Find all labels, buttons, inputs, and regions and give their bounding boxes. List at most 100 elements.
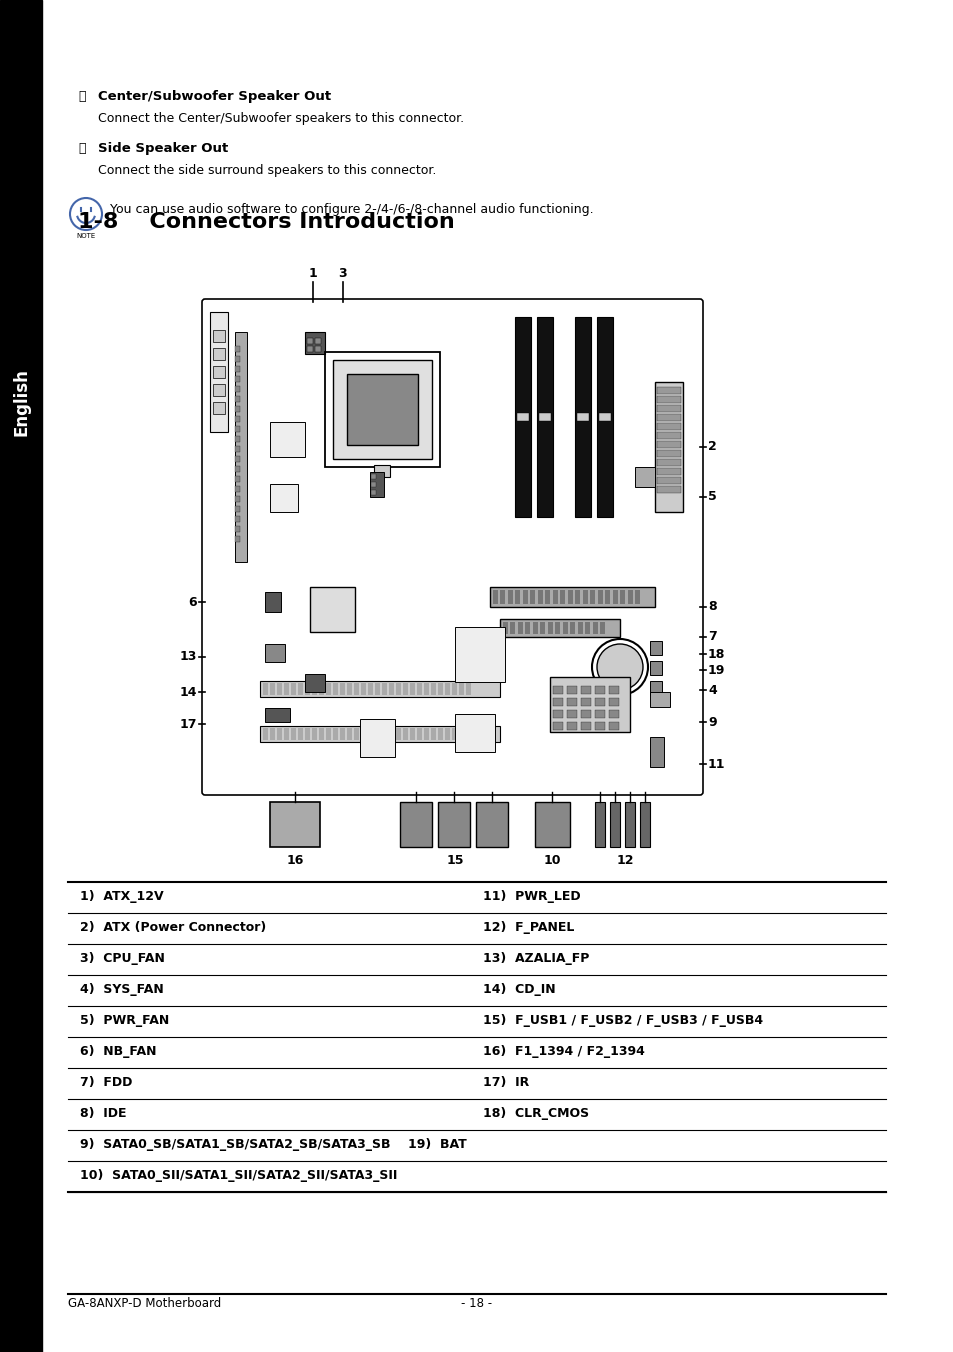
Bar: [371, 475, 375, 479]
Bar: [326, 727, 331, 740]
Bar: [305, 727, 310, 740]
Bar: [553, 698, 562, 706]
Bar: [234, 435, 240, 442]
Bar: [545, 589, 550, 604]
Text: 14: 14: [179, 685, 196, 699]
Text: 16)  F1_1394 / F2_1394: 16) F1_1394 / F2_1394: [482, 1045, 644, 1059]
Bar: [560, 589, 565, 604]
Bar: [360, 727, 366, 740]
Bar: [580, 710, 590, 718]
Bar: [368, 683, 373, 695]
Bar: [395, 727, 400, 740]
Bar: [624, 802, 635, 846]
Bar: [234, 416, 240, 422]
Text: 9)  SATA0_SB/SATA1_SB/SATA2_SB/SATA3_SB    19)  BAT: 9) SATA0_SB/SATA1_SB/SATA2_SB/SATA3_SB 1…: [80, 1138, 466, 1152]
Bar: [537, 589, 542, 604]
Bar: [562, 622, 567, 634]
Bar: [234, 333, 247, 562]
Text: 4: 4: [707, 684, 716, 696]
Bar: [502, 622, 507, 634]
Bar: [305, 683, 310, 695]
Text: 17)  IR: 17) IR: [482, 1076, 529, 1090]
Text: 3)  CPU_FAN: 3) CPU_FAN: [80, 952, 165, 965]
Bar: [598, 589, 602, 604]
Bar: [339, 727, 345, 740]
Bar: [354, 727, 358, 740]
Bar: [270, 683, 274, 695]
Bar: [310, 587, 355, 631]
Text: 15: 15: [446, 854, 463, 867]
Bar: [291, 683, 295, 695]
Bar: [517, 622, 522, 634]
Bar: [657, 423, 680, 430]
Bar: [535, 802, 569, 846]
Bar: [314, 338, 320, 343]
Text: ⓓ: ⓓ: [78, 142, 86, 155]
Bar: [375, 727, 379, 740]
Bar: [639, 802, 649, 846]
Bar: [566, 710, 577, 718]
Bar: [649, 641, 661, 654]
Bar: [566, 698, 577, 706]
Bar: [444, 727, 450, 740]
Bar: [657, 468, 680, 475]
Bar: [553, 722, 562, 730]
Bar: [613, 589, 618, 604]
Bar: [599, 622, 605, 634]
Bar: [595, 802, 604, 846]
Circle shape: [597, 644, 642, 690]
Bar: [517, 412, 529, 420]
Bar: [540, 622, 545, 634]
Bar: [657, 396, 680, 403]
Text: 10)  SATA0_SII/SATA1_SII/SATA2_SII/SATA3_SII: 10) SATA0_SII/SATA1_SII/SATA2_SII/SATA3_…: [80, 1169, 397, 1183]
Text: 3: 3: [338, 266, 347, 280]
Bar: [657, 414, 680, 420]
Text: 8)  IDE: 8) IDE: [80, 1107, 127, 1121]
Bar: [657, 433, 680, 439]
Bar: [458, 683, 463, 695]
Text: 14)  CD_IN: 14) CD_IN: [482, 983, 555, 996]
Text: 17: 17: [179, 718, 196, 730]
Bar: [276, 683, 282, 695]
Bar: [333, 727, 337, 740]
Bar: [234, 496, 240, 502]
Bar: [314, 346, 320, 352]
Bar: [270, 802, 319, 846]
Bar: [567, 589, 573, 604]
Bar: [333, 360, 432, 458]
Bar: [270, 727, 274, 740]
Text: 15)  F_USB1 / F_USB2 / F_USB3 / F_USB4: 15) F_USB1 / F_USB2 / F_USB3 / F_USB4: [482, 1014, 762, 1028]
Bar: [325, 352, 439, 466]
Bar: [333, 683, 337, 695]
Bar: [608, 685, 618, 694]
Text: - 18 -: - 18 -: [461, 1297, 492, 1310]
Bar: [580, 722, 590, 730]
Bar: [458, 727, 463, 740]
Text: 16: 16: [286, 854, 303, 867]
Bar: [609, 802, 619, 846]
Bar: [605, 589, 610, 604]
Bar: [270, 422, 305, 457]
Bar: [270, 484, 297, 512]
Text: 12: 12: [616, 854, 633, 867]
Bar: [234, 526, 240, 531]
Bar: [580, 698, 590, 706]
Bar: [263, 683, 268, 695]
Text: 6: 6: [188, 595, 196, 608]
Bar: [444, 683, 450, 695]
Bar: [260, 726, 499, 742]
Bar: [307, 338, 313, 343]
Bar: [590, 589, 595, 604]
Bar: [347, 727, 352, 740]
Bar: [263, 727, 268, 740]
Bar: [578, 622, 582, 634]
Bar: [402, 727, 408, 740]
Bar: [389, 683, 394, 695]
Bar: [437, 802, 470, 846]
Bar: [297, 683, 303, 695]
Bar: [499, 619, 619, 637]
Bar: [416, 683, 421, 695]
Bar: [395, 683, 400, 695]
Text: 18: 18: [707, 648, 724, 661]
Text: Side Speaker Out: Side Speaker Out: [98, 142, 228, 155]
